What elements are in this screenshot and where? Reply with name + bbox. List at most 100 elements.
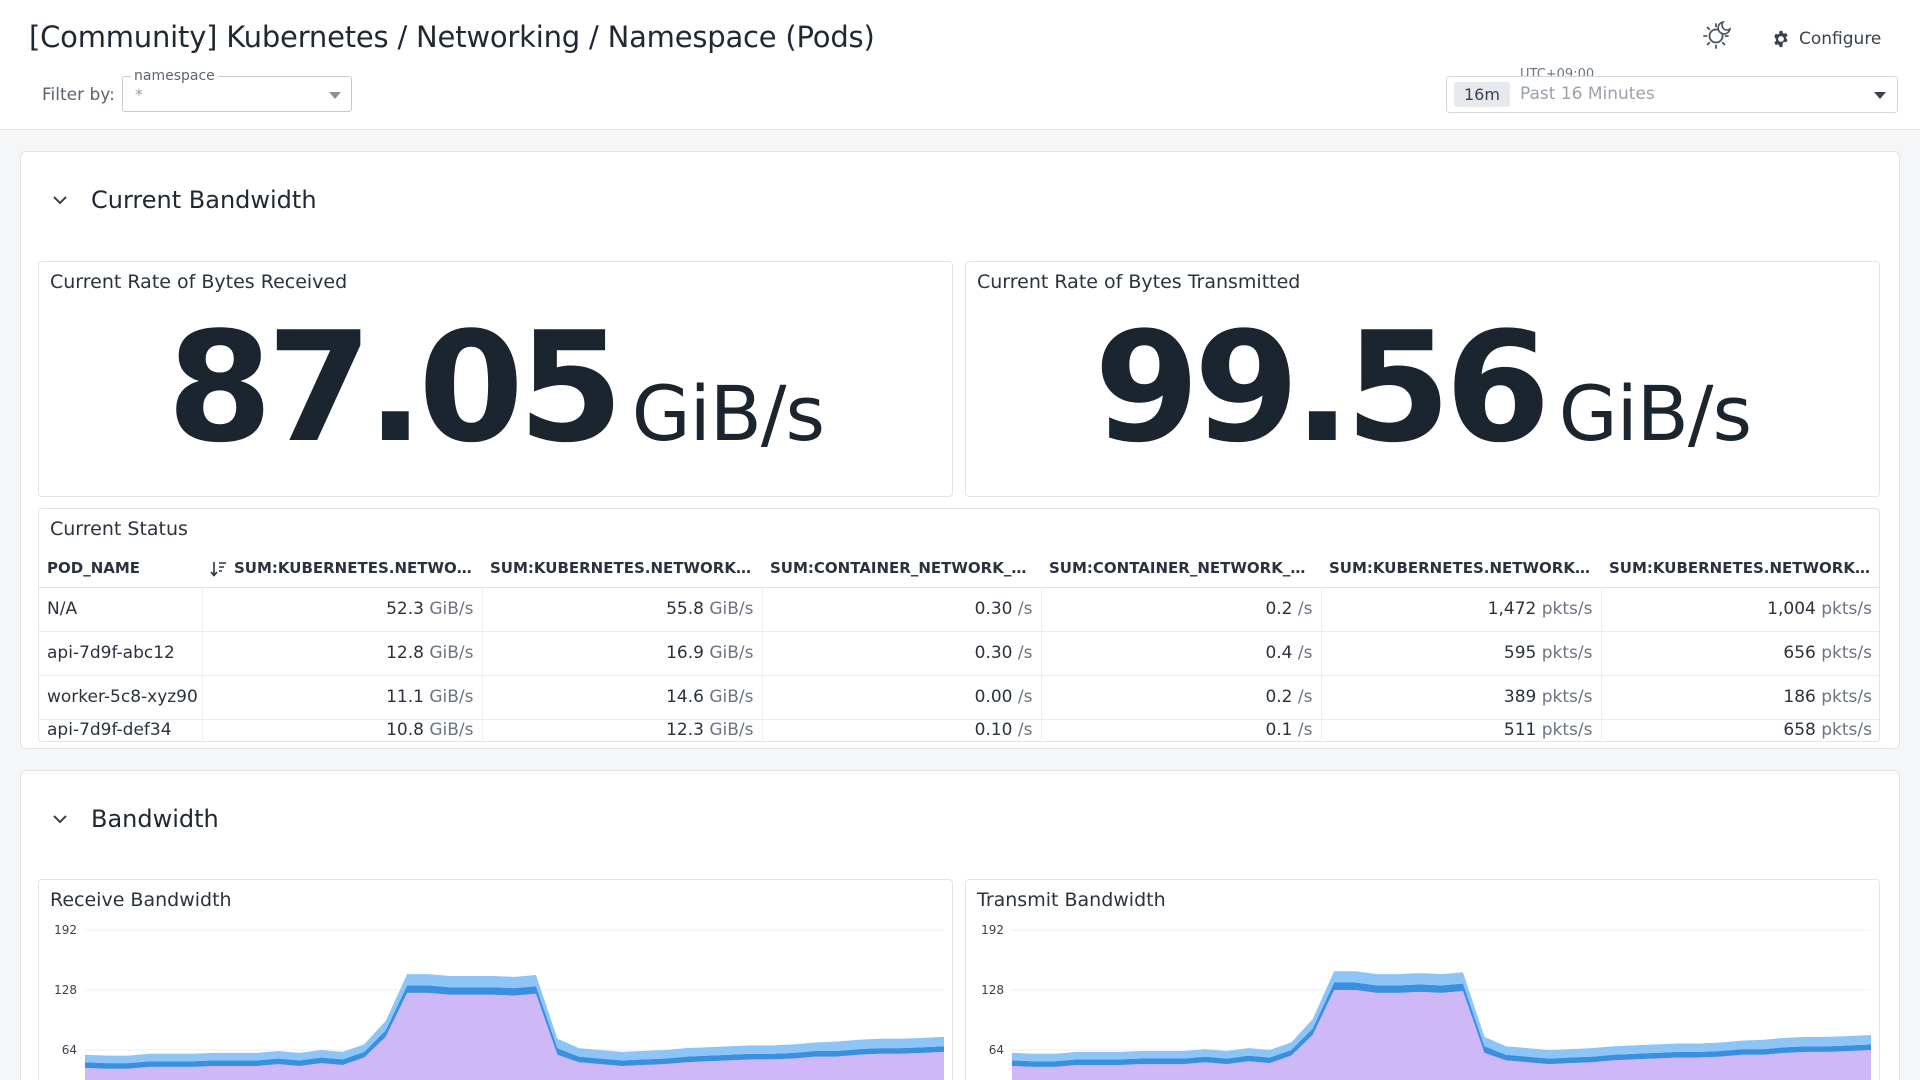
series-area-1[interactable] — [85, 992, 944, 1080]
query-value-number: 99.56 — [1093, 299, 1551, 476]
query-value: 87.05 GiB/s — [39, 312, 952, 464]
widget-title: Receive Bandwidth — [50, 889, 232, 911]
cell-unit: GiB/s — [429, 720, 474, 740]
cell-metric: 0.2 /s — [1041, 587, 1322, 632]
column-header-label: SUM:KUBERNETES.NETWOR... — [234, 559, 482, 577]
cell-unit: pkts/s — [1821, 687, 1872, 707]
cell-value: 1,472 — [1487, 599, 1537, 619]
table-row[interactable]: worker-5c8-xyz90 11.1 GiB/s 14.6 GiB/s 0.00… — [39, 675, 1879, 720]
cell-pod-name: N/A — [39, 587, 203, 632]
cell-metric: 186 pkts/s — [1601, 675, 1879, 720]
column-header[interactable]: SUM:KUBERNETES.NETWORK.TX... — [1601, 550, 1879, 588]
cell-value: 0.2 — [1265, 599, 1293, 619]
cell-metric: 16.9 GiB/s — [482, 631, 763, 676]
column-header-sorted[interactable]: SUM:KUBERNETES.NETWOR... — [202, 550, 482, 588]
cell-metric: 658 pkts/s — [1601, 719, 1879, 741]
column-header-pod-name[interactable]: POD_NAME — [39, 550, 202, 588]
cell-value: 52.3 — [386, 599, 424, 619]
cell-pod-name: api-7d9f-def34 — [39, 719, 203, 741]
cell-metric: 656 pkts/s — [1601, 631, 1879, 676]
cell-unit: /s — [1297, 599, 1313, 619]
section-bandwidth: Bandwidth Receive Bandwidth 064128192 Tr… — [20, 770, 1900, 1080]
cell-value: 55.8 — [666, 599, 704, 619]
series-area-1[interactable] — [1012, 990, 1871, 1080]
cell-value: 0.30 — [974, 643, 1013, 663]
cell-unit: /s — [1017, 720, 1033, 740]
cell-metric: 0.1 /s — [1041, 719, 1322, 741]
sort-desc-icon — [210, 561, 226, 577]
query-value: 99.56 GiB/s — [966, 312, 1879, 464]
widget-receive-bandwidth: Receive Bandwidth 064128192 — [38, 879, 953, 1080]
cell-unit: pkts/s — [1821, 599, 1872, 619]
column-header[interactable]: SUM:KUBERNETES.NETWORK.R... — [1321, 550, 1601, 588]
time-range-picker[interactable]: 16m Past 16 Minutes — [1446, 76, 1898, 113]
cell-unit: pkts/s — [1541, 720, 1593, 740]
status-table: POD_NAME SUM:KUBERNETES.NETWOR... SUM:KU… — [39, 550, 1879, 741]
cell-unit: GiB/s — [429, 599, 474, 619]
cell-unit: /s — [1297, 643, 1313, 663]
cell-pod-name: api-7d9f-abc12 — [39, 631, 203, 676]
caret-down-icon — [1874, 92, 1886, 99]
configure-button[interactable]: Configure — [1772, 24, 1881, 54]
cell-unit: GiB/s — [429, 643, 474, 663]
cell-value: 0.2 — [1265, 687, 1293, 707]
time-range-label: Past 16 Minutes — [1520, 84, 1655, 104]
cell-unit: GiB/s — [429, 687, 474, 707]
query-value-number: 87.05 — [166, 299, 624, 476]
cell-metric: 0.30 /s — [762, 587, 1042, 632]
column-header[interactable]: SUM:KUBERNETES.NETWORK.TX... — [482, 550, 762, 588]
cell-value: 14.6 — [666, 687, 704, 707]
column-header[interactable]: SUM:CONTAINER_NETWORK_TR... — [1041, 550, 1321, 588]
cell-value: 186 — [1783, 687, 1816, 707]
cell-metric: 11.1 GiB/s — [202, 675, 483, 720]
section-header[interactable]: Current Bandwidth — [51, 186, 317, 214]
table-row[interactable]: N/A 52.3 GiB/s 55.8 GiB/s 0.30 /s 0.2 /s 1,47… — [39, 587, 1879, 632]
widget-title: Current Rate of Bytes Transmitted — [977, 271, 1301, 293]
cell-unit: /s — [1017, 599, 1033, 619]
query-value-unit: GiB/s — [631, 369, 825, 458]
series-area-3[interactable] — [85, 974, 944, 1064]
widget-bytes-received: Current Rate of Bytes Received 87.05 GiB… — [38, 261, 953, 497]
chevron-down-icon — [53, 815, 67, 824]
y-tick-label: 128 — [981, 983, 1004, 997]
y-tick-label: 192 — [54, 923, 77, 937]
y-tick-label: 64 — [62, 1043, 77, 1057]
cell-metric: 10.8 GiB/s — [202, 719, 483, 741]
series-area-3[interactable] — [1012, 971, 1871, 1062]
transmit-bandwidth-chart[interactable]: 064128192 — [966, 920, 1880, 1080]
cell-value: 0.10 — [974, 720, 1013, 740]
cell-metric: 0.2 /s — [1041, 675, 1322, 720]
table-row[interactable]: api-7d9f-abc12 12.8 GiB/s 16.9 GiB/s 0.30 /… — [39, 631, 1879, 676]
section-header[interactable]: Bandwidth — [51, 805, 219, 833]
column-header[interactable]: SUM:CONTAINER_NETWORK_RE... — [762, 550, 1041, 588]
cell-value: 12.8 — [386, 643, 424, 663]
widget-title: Current Status — [50, 518, 188, 540]
cell-value: 656 — [1783, 643, 1816, 663]
caret-down-icon — [329, 92, 341, 99]
table-row[interactable]: api-7d9f-def34 10.8 GiB/s 12.3 GiB/s 0.10 /… — [39, 719, 1879, 741]
cell-value: 389 — [1503, 687, 1537, 707]
filter-label: Filter by: — [42, 85, 115, 105]
cell-metric: 14.6 GiB/s — [482, 675, 763, 720]
cell-metric: 595 pkts/s — [1321, 631, 1602, 676]
table-header-row: POD_NAME SUM:KUBERNETES.NETWOR... SUM:KU… — [39, 550, 1879, 588]
namespace-select[interactable]: namespace * — [122, 68, 352, 112]
cell-unit: /s — [1017, 643, 1033, 663]
time-range-chip: 16m — [1454, 82, 1510, 107]
page-title: [Community] Kubernetes / Networking / Na… — [29, 20, 875, 54]
y-tick-label: 192 — [981, 923, 1004, 937]
theme-toggle-icon[interactable] — [1700, 18, 1734, 52]
cell-value: 595 — [1503, 643, 1537, 663]
cell-value: 1,004 — [1767, 599, 1816, 619]
cell-metric: 12.3 GiB/s — [482, 719, 763, 741]
dashboard-header: [Community] Kubernetes / Networking / Na… — [0, 0, 1920, 130]
cell-unit: pkts/s — [1821, 643, 1872, 663]
configure-label: Configure — [1799, 29, 1882, 49]
gear-icon — [1774, 30, 1788, 48]
cell-unit: /s — [1017, 687, 1033, 707]
receive-bandwidth-chart[interactable]: 064128192 — [39, 920, 953, 1080]
cell-metric: 0.10 /s — [762, 719, 1042, 741]
section-current-bandwidth: Current Bandwidth Current Rate of Bytes … — [20, 151, 1900, 749]
cell-value: 10.8 — [386, 720, 424, 740]
cell-unit: GiB/s — [709, 720, 754, 740]
